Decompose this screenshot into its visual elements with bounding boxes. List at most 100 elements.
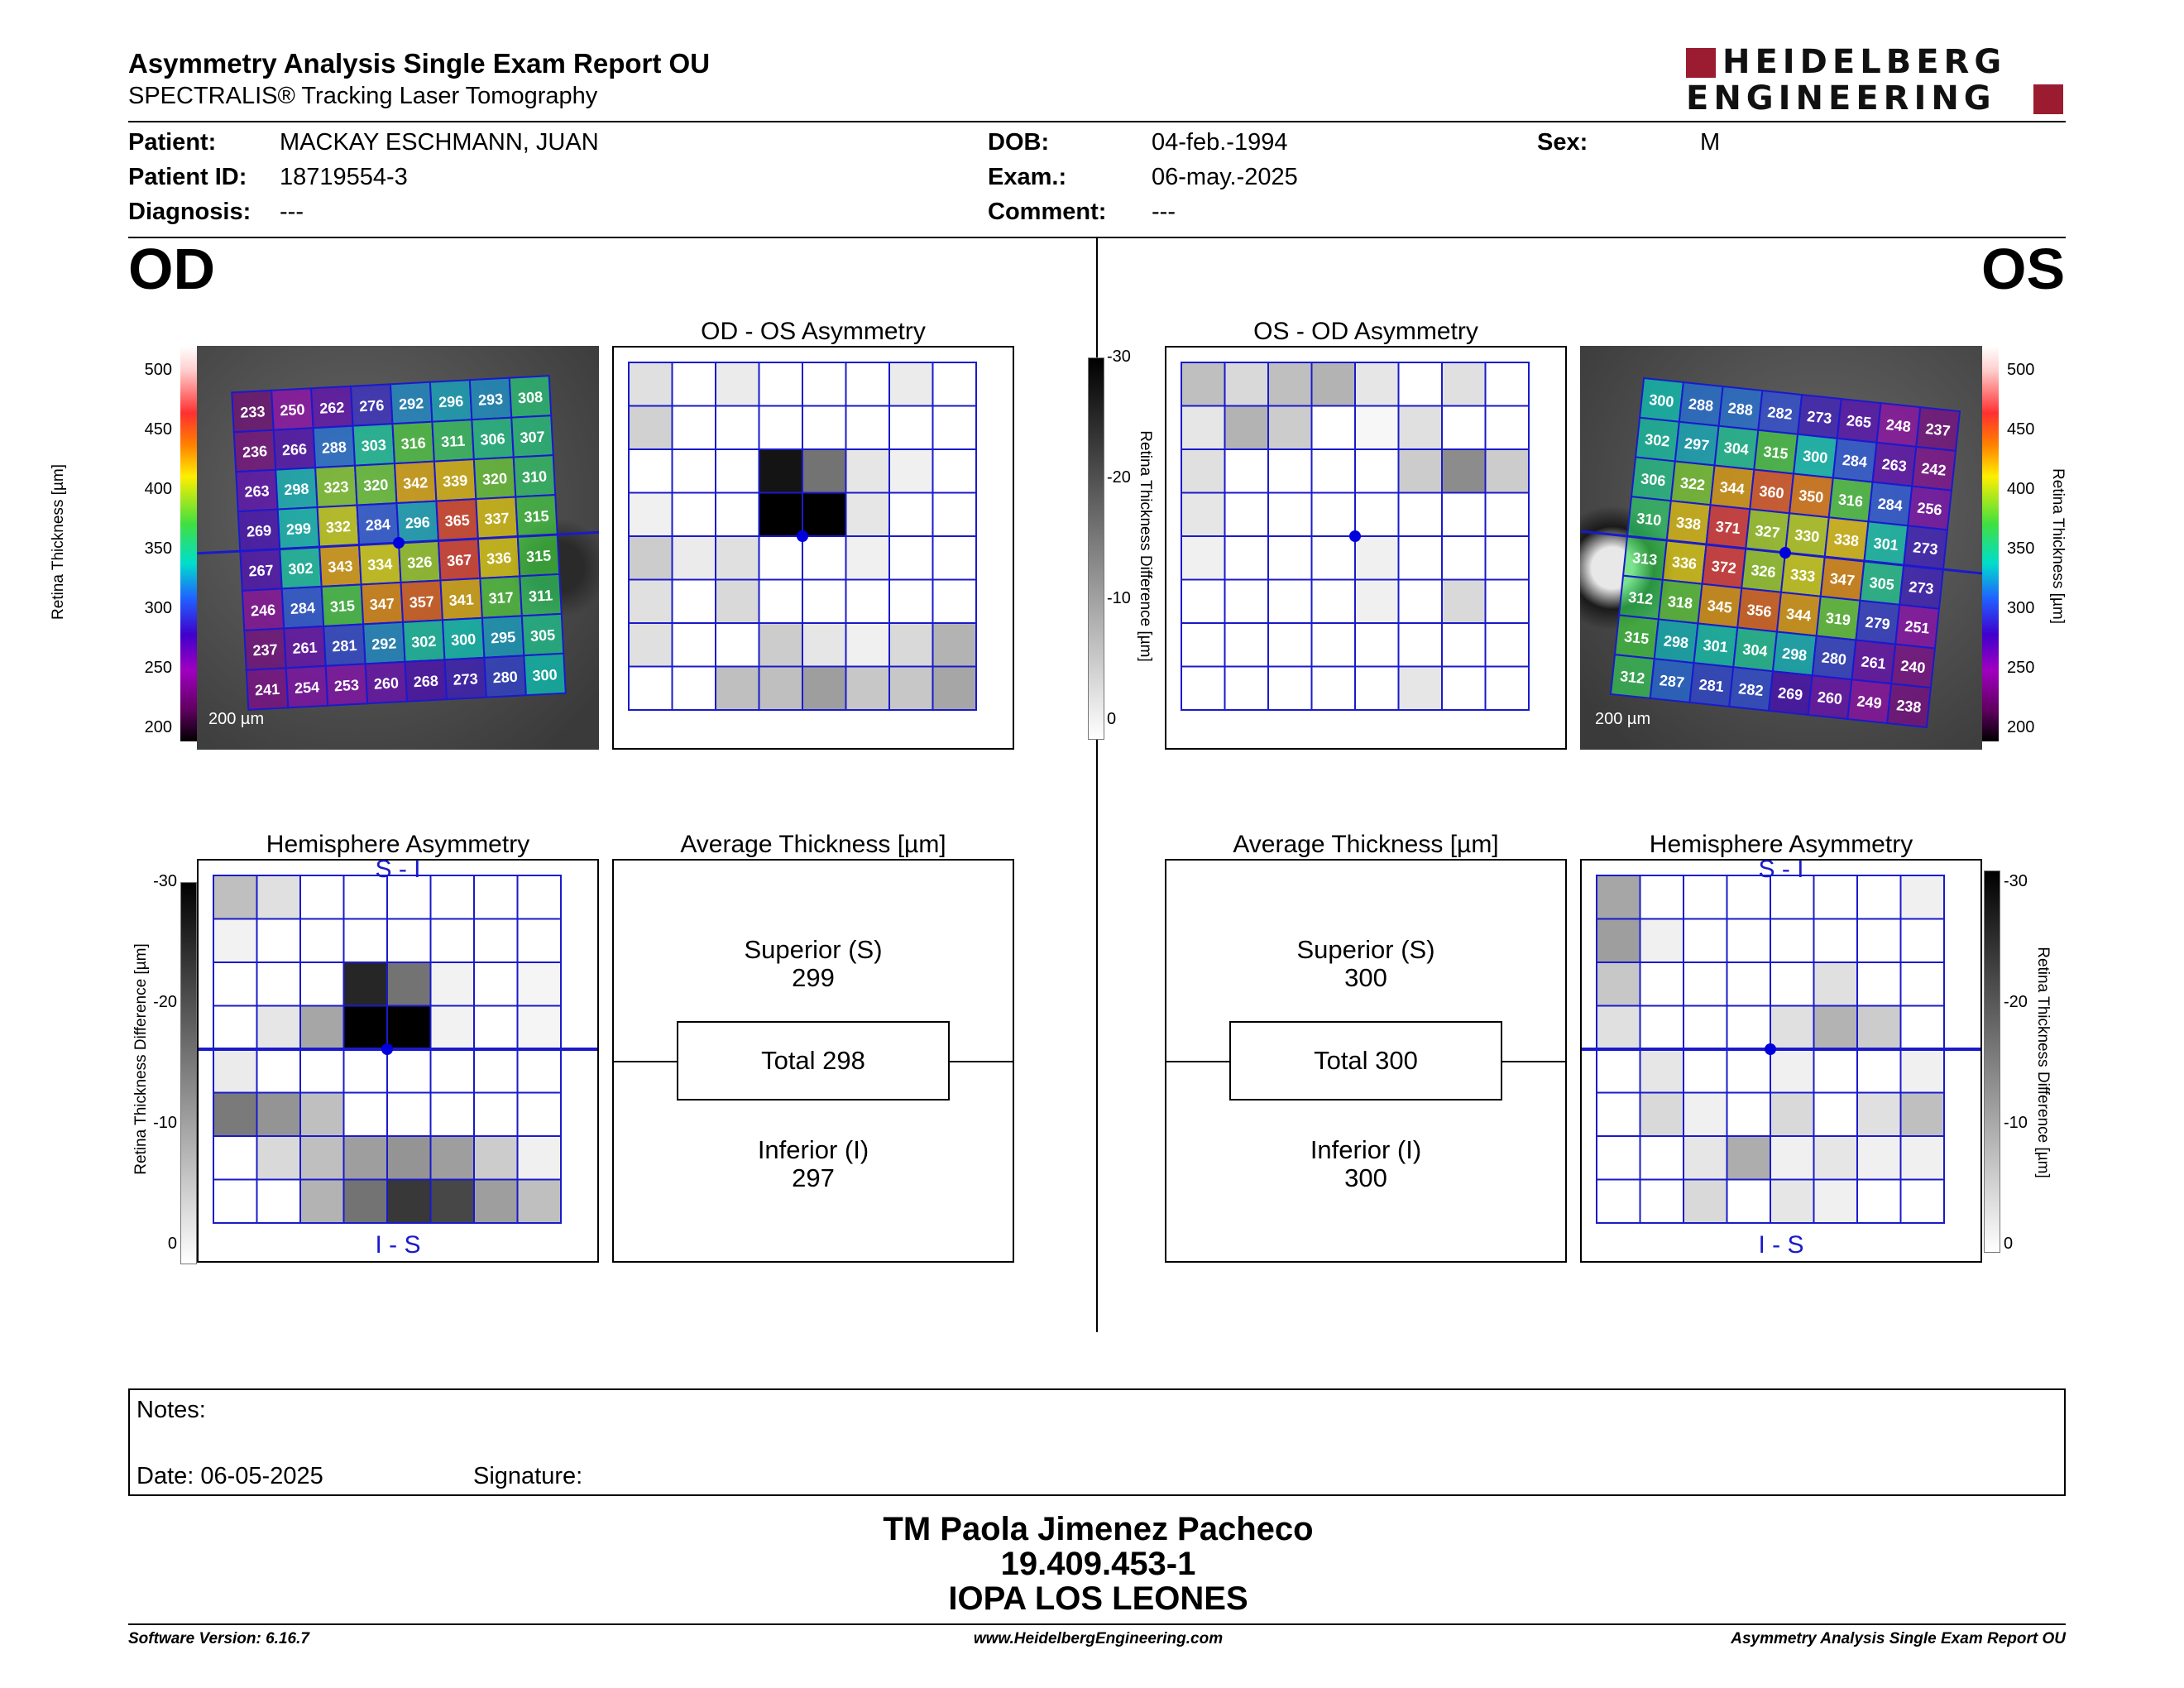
asymmetry-cell [386, 1178, 432, 1224]
footer-website[interactable]: www.HeidelbergEngineering.com [973, 1630, 1224, 1647]
thickness-value: 281 [332, 637, 357, 655]
asymmetry-cell [386, 961, 432, 1007]
asymmetry-cell [1441, 362, 1487, 407]
asymmetry-cell [671, 405, 716, 450]
asymmetry-cell [1397, 362, 1443, 407]
asymmetry-cell [1181, 578, 1226, 624]
asymmetry-cell [1310, 448, 1356, 494]
thickness-value: 251 [1904, 618, 1930, 637]
asymmetry-cell [1267, 622, 1313, 668]
asymmetry-cell [715, 578, 760, 624]
asymmetry-cell [888, 535, 934, 581]
asymmetry-cell [1813, 1135, 1858, 1181]
asymmetry-cell [758, 362, 803, 407]
asymmetry-cell [342, 1178, 388, 1224]
asymmetry-cell [429, 1178, 475, 1224]
asymmetry-cell [299, 961, 345, 1007]
thickness-tick: 450 [2007, 420, 2035, 439]
patient-label: Patient: [128, 129, 217, 156]
thickness-value: 284 [290, 599, 315, 617]
thickness-value: 297 [1684, 435, 1710, 454]
asymmetry-cell [342, 918, 388, 963]
thickness-value: 345 [1707, 597, 1733, 616]
asymmetry-cell [1267, 362, 1313, 407]
asymmetry-cell [342, 1048, 388, 1094]
os-hemi-grid [1582, 875, 1980, 1224]
thickness-value: 306 [1640, 470, 1666, 489]
thickness-value: 315 [524, 507, 549, 525]
asymmetry-cell [1441, 492, 1487, 537]
od-superior-value: 299 [792, 963, 835, 992]
thickness-value: 372 [1711, 558, 1737, 577]
od-fundus-image: 233 250 262 276 292 296 293 308 236 266 288 303 316 3… [197, 346, 599, 750]
thickness-value: 273 [1908, 578, 1934, 597]
asymmetry-cell [1224, 362, 1269, 407]
asymmetry-cell [1224, 448, 1269, 494]
thickness-value: 296 [405, 514, 430, 532]
asymmetry-cell [1224, 665, 1269, 711]
asymmetry-cell [516, 1005, 562, 1050]
patient-id: 18719554-3 [280, 164, 408, 190]
asymmetry-cell [1770, 961, 1815, 1007]
od-avg-title: Average Thickness [µm] [680, 831, 946, 858]
thickness-value: 266 [281, 441, 307, 459]
asymmetry-cell [1181, 362, 1226, 407]
thickness-value: 298 [1663, 632, 1689, 651]
thickness-value: 288 [1727, 400, 1754, 419]
od-si-label: S - I [375, 856, 421, 883]
thickness-value: 248 [1885, 416, 1912, 435]
asymmetry-cell [1639, 1005, 1684, 1050]
asymmetry-cell [256, 918, 301, 963]
thickness-value: 360 [1759, 482, 1785, 501]
os-thickness-axis-label: Retina Thickness [µm] [2049, 468, 2067, 624]
asymmetry-cell [671, 665, 716, 711]
asymmetry-cell [516, 1135, 562, 1181]
thickness-value: 308 [518, 389, 544, 407]
asymmetry-cell [802, 448, 847, 494]
center-marker [797, 530, 808, 542]
thickness-value: 288 [1688, 396, 1714, 415]
asymmetry-cell [429, 1005, 475, 1050]
thickness-value: 300 [532, 666, 558, 684]
thickness-tick: 350 [2007, 539, 2035, 558]
thickness-value: 237 [252, 641, 278, 659]
asymmetry-cell [299, 1005, 345, 1050]
asymmetry-cell [1354, 665, 1400, 711]
asymmetry-cell [1310, 492, 1356, 537]
asymmetry-cell [213, 1091, 258, 1137]
os-thickness-colorbar [1982, 346, 1999, 741]
diff-colorbar-top [1088, 357, 1104, 740]
asymmetry-cell [1224, 578, 1269, 624]
asymmetry-cell [1397, 448, 1443, 494]
asymmetry-cell [1224, 622, 1269, 668]
thickness-value: 315 [526, 547, 552, 565]
asymmetry-cell [516, 961, 562, 1007]
asymmetry-cell [1813, 918, 1858, 963]
thickness-value: 330 [1794, 526, 1820, 545]
thickness-value: 273 [1912, 539, 1938, 558]
asymmetry-cell [671, 448, 716, 494]
asymmetry-cell [299, 1091, 345, 1137]
asymmetry-cell [628, 362, 673, 407]
asymmetry-cell [1899, 1005, 1945, 1050]
asymmetry-cell [299, 1135, 345, 1181]
thickness-value: 273 [453, 670, 478, 688]
thickness-value: 292 [399, 395, 424, 413]
thickness-value: 269 [1777, 684, 1803, 703]
dob-label: DOB: [988, 129, 1050, 156]
center-marker [1349, 530, 1361, 542]
asymmetry-cell [1856, 918, 1902, 963]
asymmetry-cell [1267, 535, 1313, 581]
thickness-value: 319 [1825, 610, 1851, 629]
asymmetry-cell [299, 1048, 345, 1094]
asymmetry-cell [213, 875, 258, 920]
asymmetry-cell [1267, 492, 1313, 537]
thickness-cell [523, 652, 567, 697]
asymmetry-cell [802, 578, 847, 624]
asymmetry-cell [1683, 875, 1728, 920]
thickness-value: 284 [1842, 452, 1868, 471]
asymmetry-cell [1441, 405, 1487, 450]
diagnosis-value: --- [280, 199, 304, 225]
od-avg-panel: Superior (S) 299 Total 298 Inferior (I) … [612, 859, 1014, 1263]
asymmetry-cell [758, 535, 803, 581]
